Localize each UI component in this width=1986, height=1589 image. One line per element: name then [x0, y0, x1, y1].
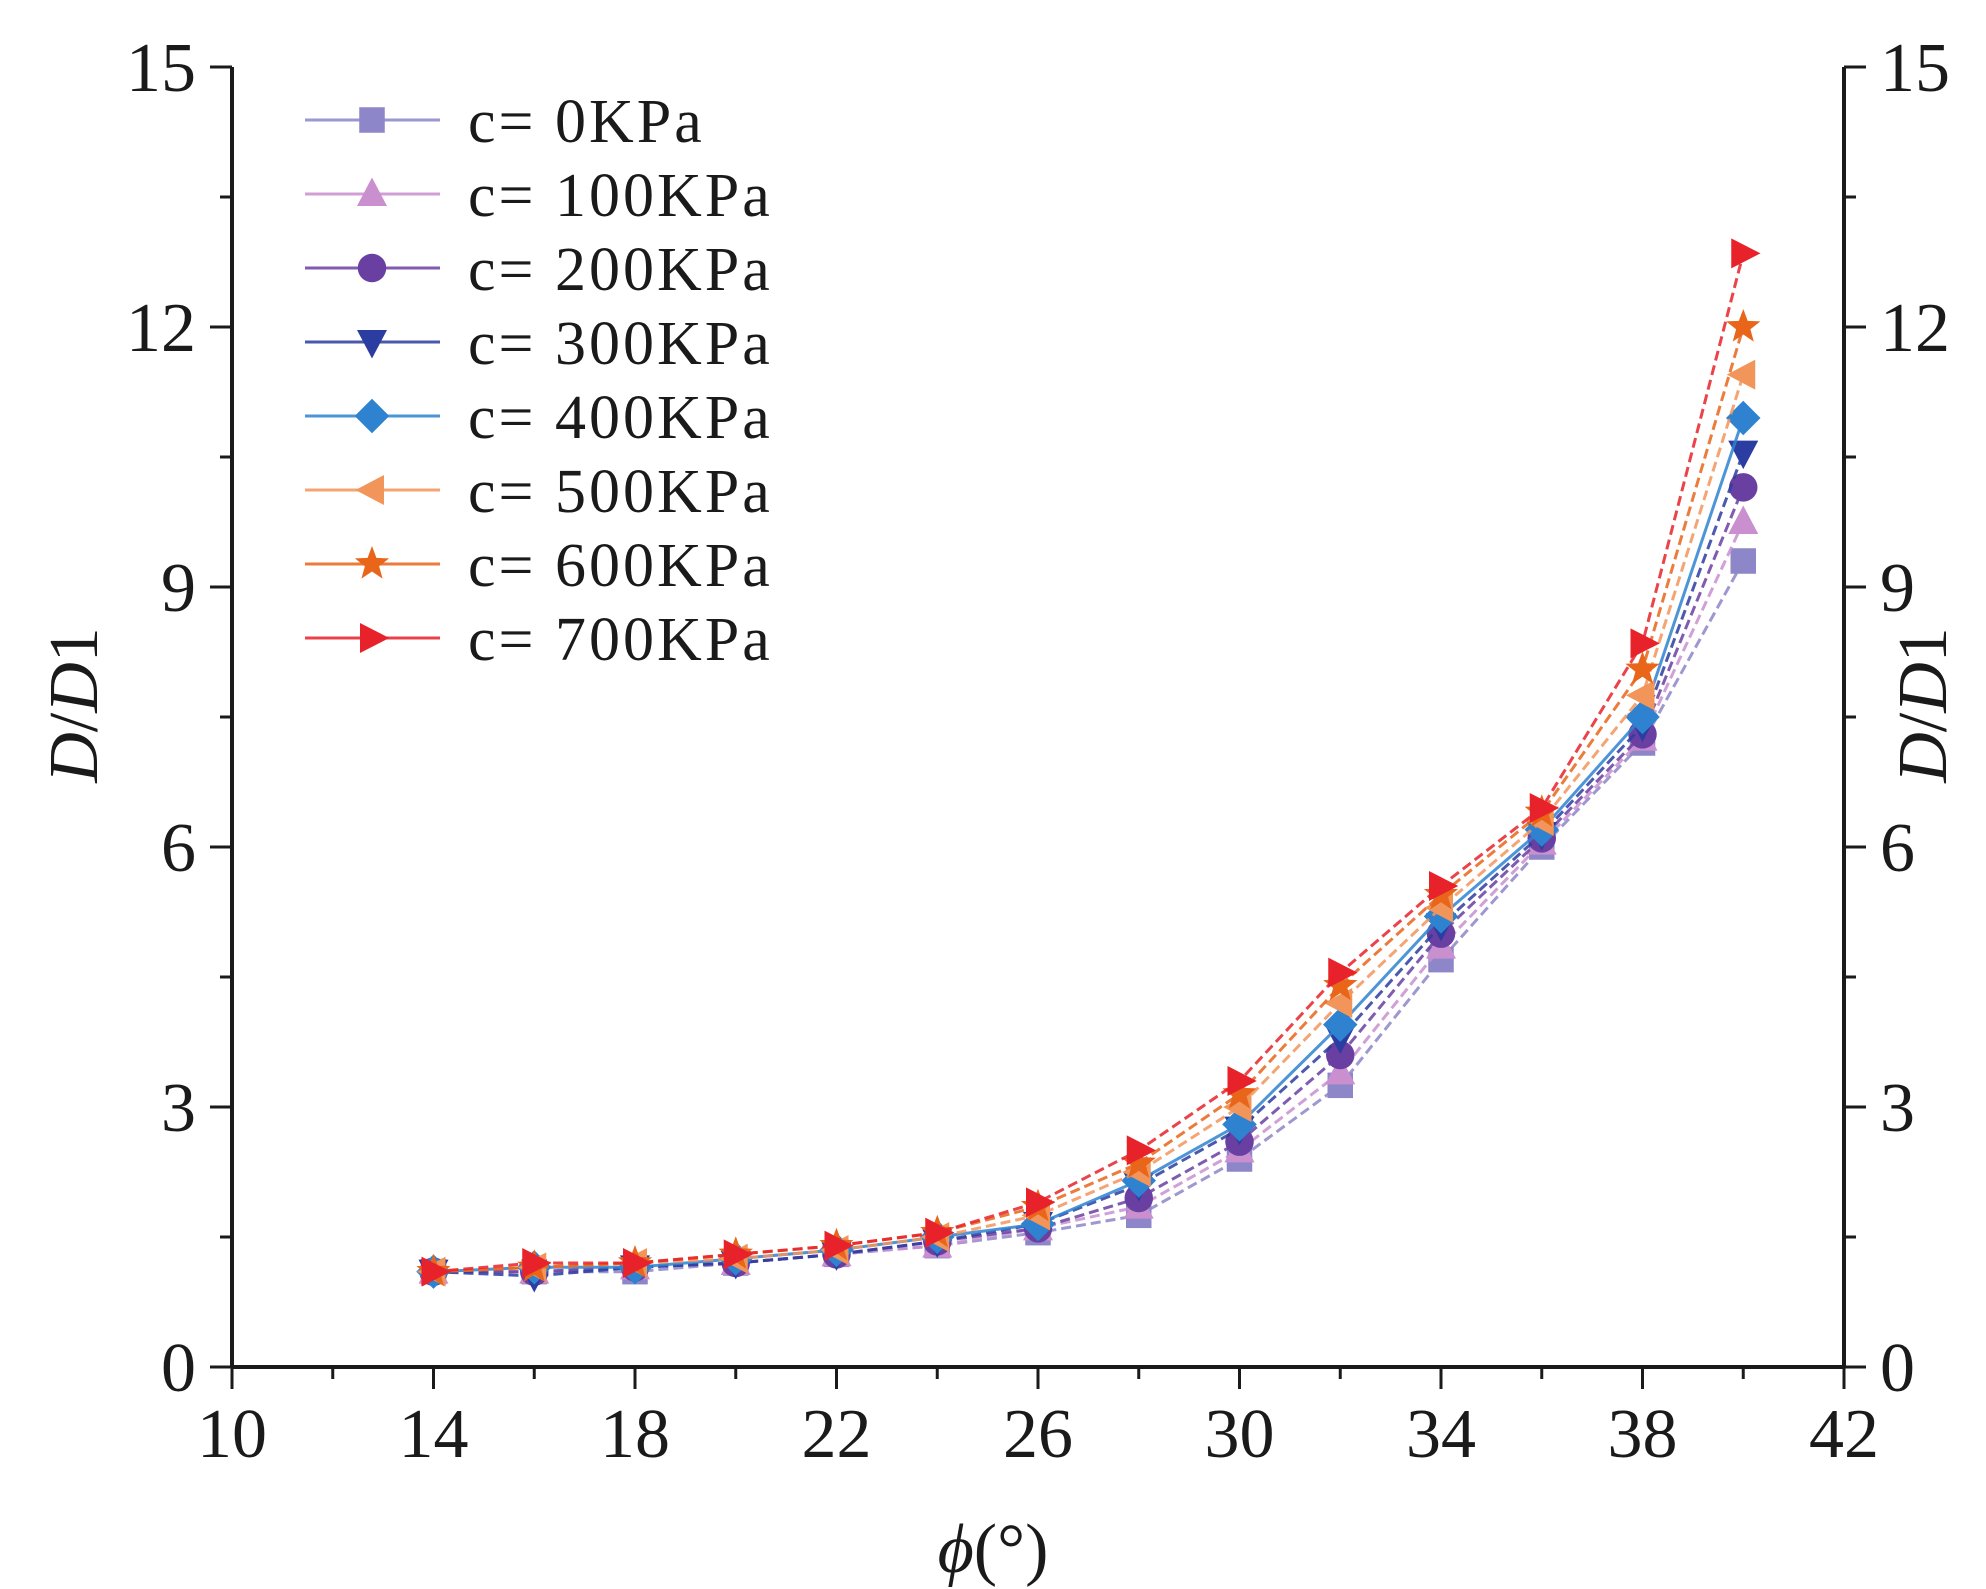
- legend-marker: [355, 475, 384, 505]
- x-tick-label: 22: [802, 1396, 872, 1473]
- data-point: [1726, 359, 1756, 390]
- data-point: [1726, 309, 1761, 342]
- y-left-tick-label: 9: [161, 550, 196, 627]
- legend-item: c= 400KPa: [305, 384, 773, 452]
- y-left-italic-1: D: [36, 732, 113, 784]
- legend-marker: [360, 623, 390, 653]
- data-point: [1729, 473, 1758, 502]
- legend-marker: [357, 177, 387, 206]
- y-left-tick-label: 6: [161, 810, 196, 887]
- y-left-sep: /: [36, 712, 113, 732]
- legend-label: c= 0KPa: [468, 88, 705, 156]
- y-right-italic-1: D: [1885, 732, 1962, 784]
- data-point: [1227, 1066, 1257, 1096]
- legend-label: c= 600KPa: [468, 532, 773, 600]
- data-point: [1626, 680, 1655, 711]
- y-left-italic-2: D: [36, 662, 113, 714]
- data-point: [1728, 505, 1759, 534]
- legend-label: c= 700KPa: [468, 606, 773, 674]
- y-right-italic-2: D: [1885, 662, 1962, 714]
- series-line: [433, 252, 1745, 1274]
- y-right-tick-label: 0: [1880, 1330, 1915, 1407]
- x-tick-label: 30: [1205, 1396, 1275, 1473]
- x-axis-symbol: ϕ: [938, 1511, 974, 1588]
- data-point: [1126, 1135, 1156, 1166]
- data-point: [522, 1248, 552, 1278]
- x-tick-label: 14: [399, 1396, 469, 1473]
- data-point: [1328, 957, 1358, 988]
- x-tick-label: 26: [1003, 1396, 1073, 1473]
- legend-label: c= 100KPa: [468, 162, 773, 230]
- data-point: [1731, 238, 1761, 269]
- series-layer: [416, 238, 1761, 1293]
- y-right-suffix: 1: [1885, 627, 1962, 662]
- legend-item: c= 300KPa: [305, 310, 773, 378]
- legend-label: c= 200KPa: [468, 236, 773, 304]
- x-tick-label: 42: [1809, 1396, 1879, 1473]
- data-point: [925, 1217, 955, 1248]
- data-point: [1222, 1076, 1257, 1109]
- y-axis-title-right: D/D1: [1885, 627, 1962, 784]
- data-point: [1326, 1040, 1355, 1070]
- data-point: [1529, 793, 1559, 823]
- x-axis-unit: (°): [974, 1511, 1049, 1588]
- data-point: [824, 1230, 854, 1261]
- data-point: [1730, 548, 1756, 574]
- y-left-tick-label: 15: [126, 30, 196, 107]
- legend-marker: [359, 107, 385, 133]
- legend-item: c= 0KPa: [305, 88, 705, 156]
- data-point: [1121, 1145, 1156, 1178]
- series-line: [433, 560, 1745, 1274]
- legend-item: c= 500KPa: [305, 458, 773, 526]
- y-left-suffix: 1: [36, 627, 113, 662]
- axis-labels: ϕ(°) D/D1 D/D1: [36, 627, 1962, 1588]
- data-point: [1726, 400, 1761, 436]
- data-point: [421, 1256, 451, 1287]
- series-line: [433, 417, 1745, 1274]
- data-point: [1728, 440, 1759, 470]
- y-right-tick-label: 9: [1880, 550, 1915, 627]
- legend-item: c= 200KPa: [305, 236, 773, 304]
- y-left-tick-label: 12: [126, 290, 196, 367]
- series-c-700kpa: [421, 238, 1761, 1287]
- data-point: [1323, 967, 1358, 1001]
- legend-label: c= 300KPa: [468, 310, 773, 378]
- legend-marker: [357, 330, 387, 359]
- legend-item: c= 100KPa: [305, 162, 773, 230]
- legend-item: c= 700KPa: [305, 606, 773, 674]
- x-tick-label: 38: [1608, 1396, 1678, 1473]
- y-right-tick-label: 3: [1880, 1070, 1915, 1147]
- y-axis-title-left: D/D1: [36, 627, 113, 784]
- legend-item: c= 600KPa: [305, 532, 773, 600]
- data-point: [623, 1248, 653, 1278]
- data-point: [1325, 1055, 1356, 1085]
- legend-marker: [357, 253, 387, 283]
- legend-marker: [354, 398, 390, 434]
- x-tick-label: 18: [600, 1396, 670, 1473]
- y-right-tick-label: 12: [1880, 290, 1950, 367]
- data-point: [1429, 871, 1459, 901]
- data-point: [1026, 1187, 1056, 1218]
- legend-label: c= 400KPa: [468, 384, 773, 452]
- x-tick-label: 34: [1406, 1396, 1476, 1473]
- y-left-tick-label: 0: [161, 1330, 196, 1407]
- y-right-tick-label: 6: [1880, 810, 1915, 887]
- data-point: [1630, 628, 1660, 659]
- y-right-tick-label: 15: [1880, 30, 1950, 107]
- y-right-sep: /: [1885, 712, 1962, 732]
- data-point: [1625, 651, 1660, 684]
- legend-label: c= 500KPa: [468, 458, 773, 526]
- x-tick-label: 10: [197, 1396, 267, 1473]
- legend-marker: [354, 546, 390, 579]
- y-left-tick-label: 3: [161, 1070, 196, 1147]
- data-point: [723, 1239, 753, 1270]
- series-line: [433, 486, 1745, 1274]
- x-axis-title: ϕ(°): [938, 1511, 1049, 1588]
